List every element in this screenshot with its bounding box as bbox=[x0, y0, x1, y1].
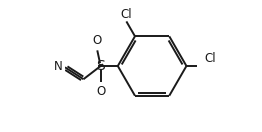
Text: N: N bbox=[54, 60, 63, 73]
Text: O: O bbox=[96, 85, 105, 98]
Text: S: S bbox=[96, 59, 105, 73]
Text: Cl: Cl bbox=[120, 8, 132, 21]
Text: O: O bbox=[92, 34, 101, 47]
Text: Cl: Cl bbox=[204, 52, 216, 65]
